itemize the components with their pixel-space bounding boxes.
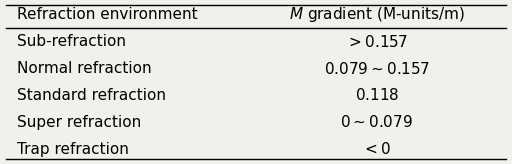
Text: $0.079 \sim 0.157$: $0.079 \sim 0.157$ <box>324 61 430 77</box>
Text: $< 0$: $< 0$ <box>362 141 392 157</box>
Text: Sub-refraction: Sub-refraction <box>17 34 125 49</box>
Text: $> 0.157$: $> 0.157$ <box>346 34 408 50</box>
Text: $M$ gradient (M-units/m): $M$ gradient (M-units/m) <box>289 5 465 24</box>
Text: $0.118$: $0.118$ <box>355 87 399 103</box>
Text: Standard refraction: Standard refraction <box>17 88 166 103</box>
Text: Super refraction: Super refraction <box>17 115 141 130</box>
Text: Refraction environment: Refraction environment <box>17 7 197 22</box>
Text: Trap refraction: Trap refraction <box>17 142 129 157</box>
Text: $0 \sim 0.079$: $0 \sim 0.079$ <box>340 114 414 130</box>
Text: Normal refraction: Normal refraction <box>17 61 151 76</box>
